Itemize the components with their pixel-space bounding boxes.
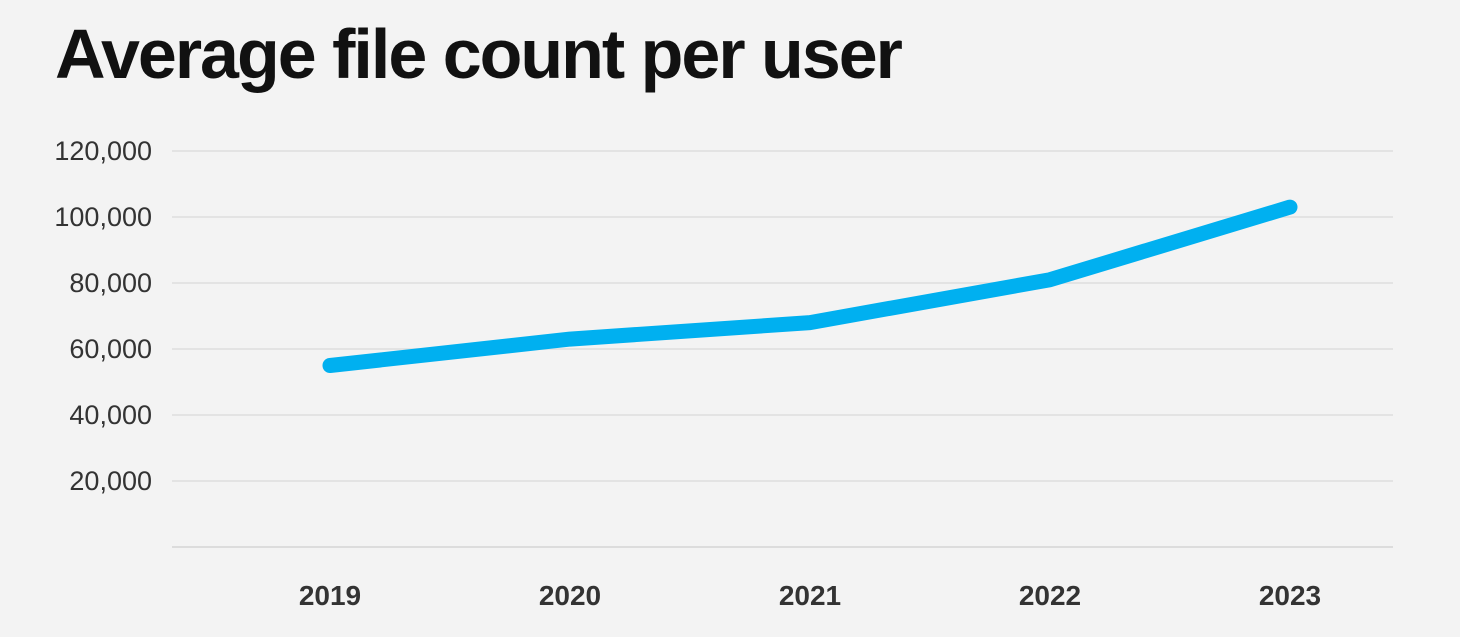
chart-title: Average file count per user (55, 15, 903, 93)
y-axis-tick-label: 60,000 (69, 334, 152, 364)
y-axis-tick-label: 120,000 (54, 136, 152, 166)
y-axis-tick-label: 80,000 (69, 268, 152, 298)
x-axis-tick-label: 2021 (779, 580, 841, 611)
y-axis-tick-label: 40,000 (69, 400, 152, 430)
x-axis-tick-label: 2020 (539, 580, 601, 611)
data-line-series (322, 199, 1298, 373)
x-axis-tick-label: 2022 (1019, 580, 1081, 611)
y-axis-tick-label: 20,000 (69, 466, 152, 496)
x-axis-tick-label: 2023 (1259, 580, 1321, 611)
x-axis-tick-label: 2019 (299, 580, 361, 611)
y-axis-tick-label: 100,000 (54, 202, 152, 232)
